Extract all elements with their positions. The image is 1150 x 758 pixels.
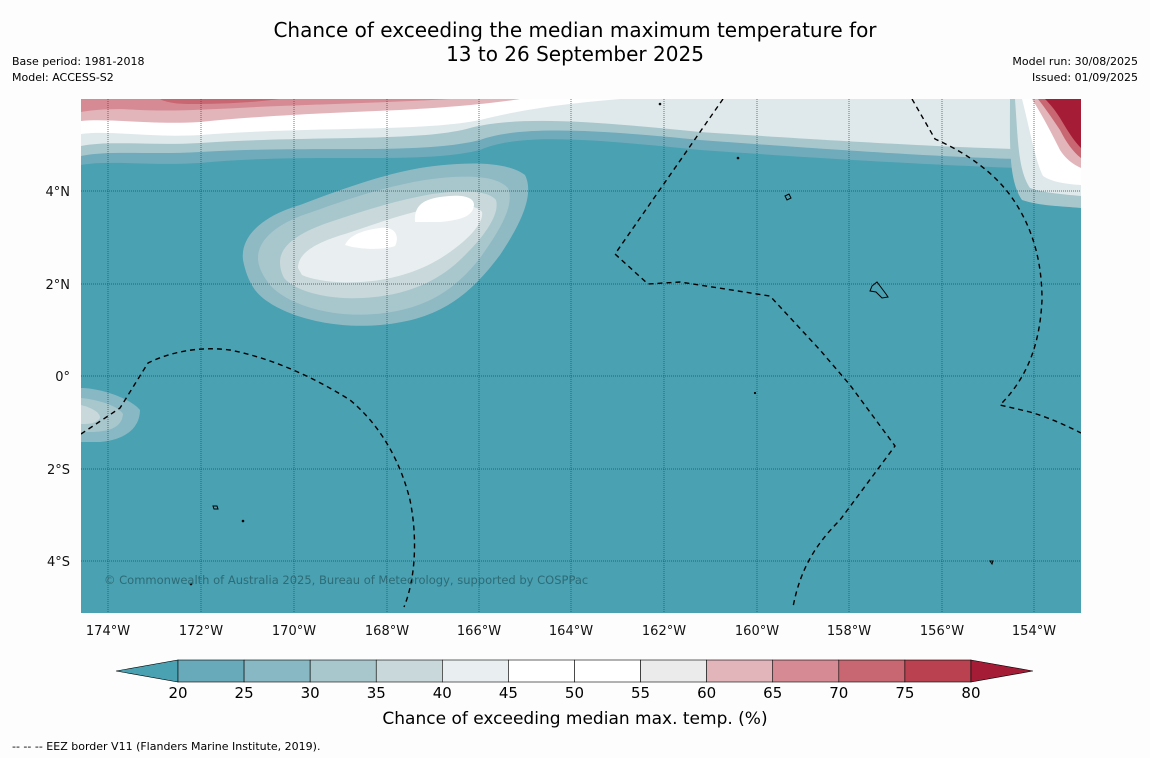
issued-date: Issued: 01/09/2025 — [1031, 71, 1138, 84]
map-figure: © Commonwealth of Australia 2025, Bureau… — [46, 99, 1081, 683]
ocean-base — [81, 99, 1081, 613]
colorbar-tick-label: 80 — [961, 684, 981, 702]
northeast-anomaly — [1009, 99, 1081, 208]
colorbar-tick-label: 75 — [895, 684, 915, 702]
lon-label: 158°W — [827, 624, 871, 639]
colorbar-segment — [706, 659, 774, 683]
colorbar — [115, 659, 1034, 683]
meta-right: Model run: 30/08/2025 Issued: 01/09/2025 — [1012, 54, 1138, 86]
lon-label: 166°W — [457, 624, 501, 639]
colorbar-tick-label: 35 — [366, 684, 386, 702]
colorbar-tick-label: 40 — [432, 684, 452, 702]
colorbar-tick-label: 45 — [498, 684, 518, 702]
lon-label: 160°W — [735, 624, 779, 639]
colorbar-segment — [508, 659, 575, 683]
colorbar-tick-label: 25 — [234, 684, 254, 702]
colorbar-segment — [177, 659, 245, 683]
base-period: Base period: 1981-2018 — [12, 55, 145, 68]
map-area: © Commonwealth of Australia 2025, Bureau… — [81, 99, 1081, 613]
colorbar-extend-low — [115, 659, 179, 683]
colorbar-segment — [904, 659, 972, 683]
model-name: Model: ACCESS-S2 — [12, 71, 114, 84]
lat-label: 0° — [55, 370, 70, 385]
colorbar-segment — [243, 659, 311, 683]
lat-label: 4°N — [46, 185, 71, 200]
lon-label: 172°W — [179, 624, 223, 639]
lon-label: 162°W — [642, 624, 686, 639]
colorbar-tick-label: 50 — [564, 684, 585, 702]
colorbar-extend-high — [970, 659, 1034, 683]
lon-label: 170°W — [272, 624, 316, 639]
longitude-labels: 174°W 172°W 170°W 168°W 166°W 164°W 162°… — [86, 624, 1056, 639]
eez-borders — [81, 99, 1081, 608]
lat-label: 2°S — [47, 463, 70, 478]
lon-label: 154°W — [1012, 624, 1056, 639]
west-anomaly — [81, 388, 140, 442]
colorbar-tick-label: 20 — [168, 684, 188, 702]
colorbar-segment — [309, 659, 377, 683]
colorbar-tick-label: 70 — [829, 684, 849, 702]
colorbar-segment — [772, 659, 840, 683]
colorbar-tick-label: 60 — [697, 684, 717, 702]
colorbar-segment — [574, 659, 641, 683]
latitude-labels: 4°N 2°N 0° 2°S 4°S — [46, 185, 71, 570]
islands — [189, 102, 994, 586]
colorbar-tick-label: 65 — [763, 684, 783, 702]
lon-label: 174°W — [86, 624, 130, 639]
lat-label: 4°S — [47, 555, 70, 570]
meta-left: Base period: 1981-2018 Model: ACCESS-S2 — [12, 54, 144, 86]
colorbar-segment — [375, 659, 443, 683]
north-anomaly-band — [81, 99, 1081, 170]
copyright-notice: © Commonwealth of Australia 2025, Bureau… — [104, 573, 588, 587]
lon-label: 168°W — [365, 624, 409, 639]
colorbar-label: Chance of exceeding median max. temp. (%… — [382, 709, 768, 729]
graticule — [81, 99, 1081, 613]
colorbar-segment — [838, 659, 906, 683]
lon-label: 164°W — [549, 624, 593, 639]
central-anomaly — [242, 163, 529, 326]
lat-label: 2°N — [46, 278, 71, 293]
eez-legend-note: -- -- -- EEZ border V11 (Flanders Marine… — [12, 740, 321, 753]
title-line-2: 13 to 26 September 2025 — [446, 42, 704, 66]
model-run: Model run: 30/08/2025 — [1012, 55, 1138, 68]
colorbar-tick-label: 30 — [300, 684, 320, 702]
map-title: Chance of exceeding the median maximum t… — [0, 18, 1150, 66]
colorbar-segment — [640, 659, 707, 683]
colorbar-tick-label: 55 — [631, 684, 651, 702]
title-line-1: Chance of exceeding the median maximum t… — [273, 18, 877, 42]
lon-label: 156°W — [920, 624, 964, 639]
colorbar-segment — [442, 659, 509, 683]
